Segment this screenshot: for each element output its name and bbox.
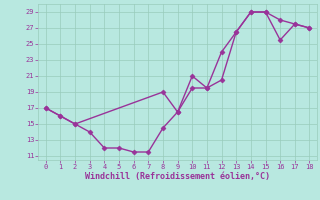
- X-axis label: Windchill (Refroidissement éolien,°C): Windchill (Refroidissement éolien,°C): [85, 172, 270, 181]
